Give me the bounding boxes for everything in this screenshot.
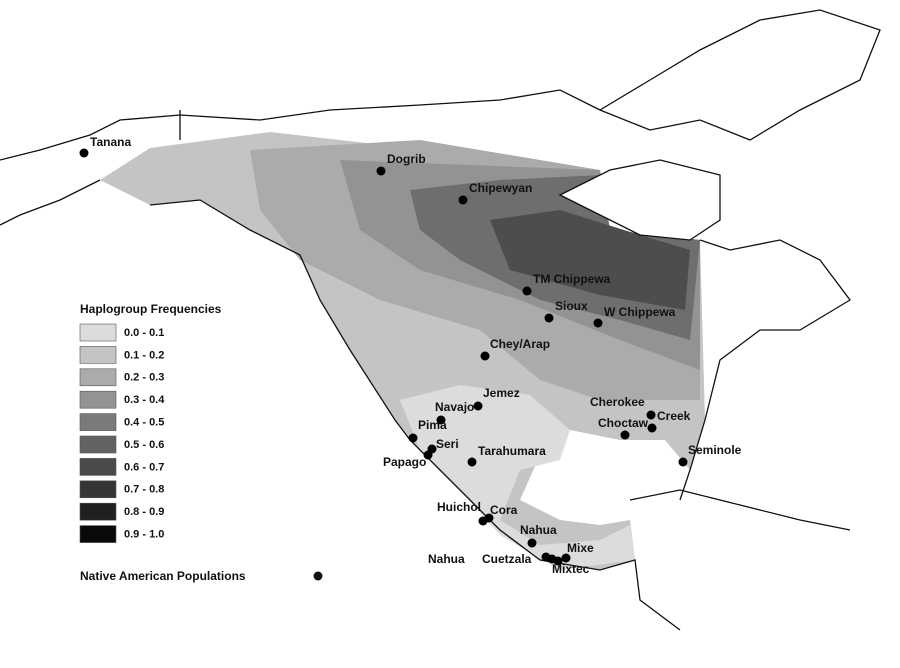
population-dot: [527, 538, 537, 548]
population-label: Dogrib: [387, 152, 426, 166]
legend-swatch: [79, 346, 117, 364]
legend-label: 0.4 - 0.5: [124, 417, 164, 429]
population-dot: [484, 513, 494, 523]
population-dot: [480, 351, 490, 361]
legend-title: Haplogroup Frequencies: [80, 302, 222, 316]
population-label: Creek: [657, 409, 691, 423]
hudson-bay: [558, 159, 721, 241]
legend-swatch: [79, 390, 117, 409]
coastline: [0, 89, 601, 161]
coastlines: [0, 9, 881, 631]
population-label: Mixtec: [552, 562, 590, 576]
legend-swatch: [79, 458, 117, 476]
population-dot: [620, 430, 630, 440]
legend-label: 0.6 - 0.7: [124, 461, 164, 473]
population-label: Cuetzala: [482, 552, 532, 566]
legend-label: 0.1 - 0.2: [124, 349, 164, 361]
population-dot: [561, 553, 571, 563]
population-label: TM Chippewa: [533, 272, 611, 286]
legend-dot: [313, 571, 323, 581]
population-dot: [553, 556, 563, 566]
population-dot: [473, 401, 483, 411]
legend-label: 0.3 - 0.4: [124, 394, 165, 406]
legend-populations-label: Native American Populations: [80, 569, 246, 583]
population-label: Huichol: [437, 500, 481, 514]
legend-label: 0.9 - 1.0: [124, 529, 164, 541]
coastline: [0, 179, 101, 226]
population-dot: [647, 423, 657, 433]
legend-swatch: [79, 435, 117, 454]
population-label: Seri: [436, 437, 459, 451]
population-label: Choctaw: [598, 416, 649, 430]
population-dot: [593, 318, 603, 328]
coastline: [629, 489, 851, 531]
legend-label: 0.7 - 0.8: [124, 484, 164, 496]
population-label: Pima: [418, 418, 447, 432]
population-label: Jemez: [483, 386, 520, 400]
population-label: Cherokee: [590, 395, 645, 409]
legend-swatch: [79, 413, 117, 431]
population-label: Nahua: [428, 552, 465, 566]
frequency-zones: [100, 132, 721, 570]
population-dot: [436, 415, 446, 425]
population-label: Tanana: [90, 135, 131, 149]
population-dot: [467, 457, 477, 467]
population-dot: [458, 195, 468, 205]
population-dot: [646, 410, 656, 420]
populations: Tanana Dogrib Chipewyan TM Chippewa Siou…: [79, 135, 742, 576]
legend-swatch: [79, 323, 117, 342]
legend-swatch: [79, 480, 117, 499]
population-label: Tarahumara: [478, 444, 546, 458]
population-dot: [408, 433, 418, 443]
population-dot: [423, 450, 433, 460]
population-label: W Chippewa: [604, 305, 676, 319]
population-label: Chey/Arap: [490, 337, 550, 351]
population-label: Nahua: [520, 523, 557, 537]
population-label: Cora: [490, 503, 518, 517]
population-label: Sioux: [555, 299, 588, 313]
zone: [400, 385, 635, 570]
population-dot: [678, 457, 688, 467]
population-dot: [79, 148, 89, 158]
legend-swatch: [79, 368, 117, 387]
coastline: [599, 9, 881, 141]
population-label: Mixe: [567, 541, 594, 555]
legend-bins: 0.0 - 0.1 0.1 - 0.2 0.2 - 0.3 0.3 - 0.4 0.4 …: [79, 323, 165, 543]
legend-swatch: [79, 502, 117, 521]
legend-label: 0.2 - 0.3: [124, 372, 164, 384]
legend-label: 0.0 - 0.1: [124, 327, 164, 339]
legend-label: 0.5 - 0.6: [124, 439, 164, 451]
population-label: Navajo: [435, 400, 474, 414]
coastline: [679, 239, 851, 501]
population-label: Papago: [383, 455, 426, 469]
population-dot: [522, 286, 532, 296]
population-label: Chipewyan: [469, 181, 532, 195]
legend-swatch: [79, 525, 117, 543]
population-dot: [544, 313, 554, 323]
population-label: Seminole: [688, 443, 742, 457]
population-dot: [376, 166, 386, 176]
legend-label: 0.8 - 0.9: [124, 506, 164, 518]
